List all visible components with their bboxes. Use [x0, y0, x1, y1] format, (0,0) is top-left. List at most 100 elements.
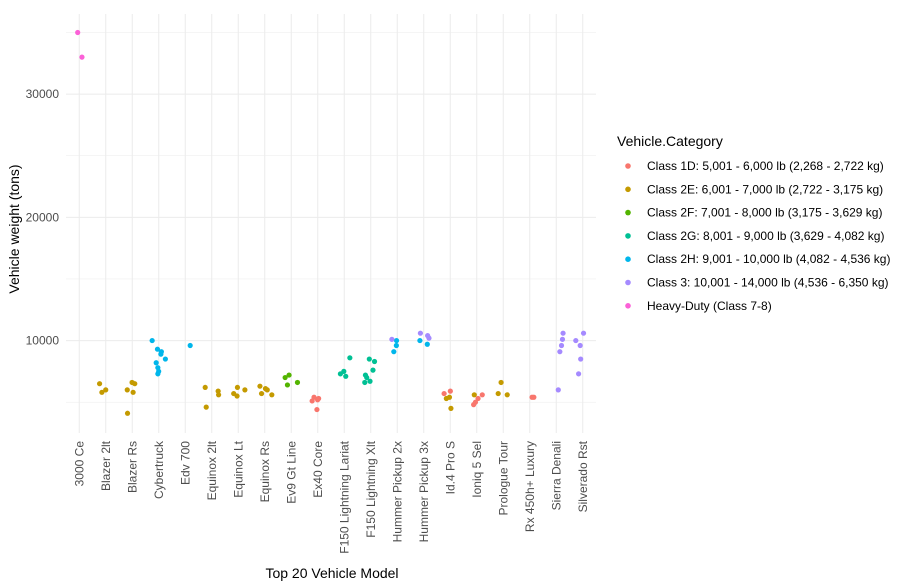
x-tick-label: Ex40 Core: [311, 441, 325, 498]
data-point: [393, 337, 400, 344]
data-point: [286, 372, 292, 378]
x-tick-label: Rx 450h+ Luxury: [523, 441, 537, 532]
legend: Vehicle.Category Class 1D: 5,001 - 6,000…: [617, 133, 890, 313]
y-tick-label: 10000: [26, 334, 60, 348]
legend-label: Class 2G: 8,001 - 9,000 lb (3,629 - 4,08…: [647, 229, 884, 243]
data-point: [187, 342, 193, 349]
x-tick-label: Prologue Tour: [496, 441, 510, 516]
data-point: [257, 383, 263, 389]
legend-key: [625, 303, 631, 309]
data-point: [314, 406, 320, 413]
data-point: [264, 387, 270, 393]
data-point: [417, 330, 424, 336]
x-axis-title: Top 20 Vehicle Model: [265, 565, 398, 581]
x-tick-label: Hummer Pickup 3x: [417, 441, 431, 542]
legend-label: Class 2E: 6,001 - 7,000 lb (2,722 - 3,17…: [647, 182, 883, 196]
x-tick-label: Id.4 Pro S: [443, 441, 457, 494]
data-point: [202, 384, 208, 391]
x-tick-label: Cybertruck: [152, 440, 166, 499]
data-point: [367, 378, 373, 384]
data-point: [580, 330, 587, 336]
data-point: [578, 356, 584, 362]
data-point: [124, 410, 131, 416]
data-point: [347, 355, 353, 361]
data-point: [426, 335, 432, 341]
data-point: [441, 390, 447, 397]
legend-key: [625, 209, 631, 216]
data-point: [555, 387, 561, 393]
data-point: [370, 367, 376, 373]
data-point: [424, 341, 430, 347]
data-point: [443, 395, 449, 402]
data-point: [559, 336, 566, 342]
y-tick-label: 30000: [26, 87, 60, 101]
data-point: [158, 351, 164, 357]
data-point: [498, 379, 504, 386]
data-point: [343, 373, 349, 379]
data-point: [475, 395, 481, 402]
data-point: [282, 374, 288, 381]
data-point: [573, 337, 579, 344]
data-point: [447, 388, 453, 394]
data-point: [337, 371, 344, 377]
x-tick-label: Silverado Rst: [576, 440, 590, 512]
x-tick-label: Ev9 Gt Line: [284, 441, 298, 504]
y-tick-label: 20000: [26, 210, 60, 224]
legend-label: Class 3: 10,001 - 14,000 lb (4,536 - 6,3…: [647, 276, 888, 290]
x-tick-label: Blazer 2lt: [99, 440, 113, 491]
legend-label: Class 1D: 5,001 - 6,000 lb (2,268 - 2,72…: [647, 159, 884, 173]
legend-title: Vehicle.Category: [617, 133, 723, 149]
x-tick-label: F150 Lightning Xlt: [364, 440, 378, 537]
data-point: [362, 379, 368, 386]
data-point: [577, 342, 583, 349]
y-axis-title: Vehicle weight (tons): [6, 164, 22, 293]
data-point: [75, 29, 81, 36]
legend-label: Heavy-Duty (Class 7-8): [647, 299, 772, 313]
data-point: [130, 389, 136, 395]
data-point: [103, 387, 109, 393]
data-point: [504, 392, 510, 398]
x-tick-label: Blazer Rs: [125, 441, 139, 493]
x-tick-label: 3000 Ce: [72, 441, 86, 487]
data-point: [479, 392, 485, 398]
data-point: [215, 392, 222, 398]
data-point: [560, 330, 566, 336]
data-point: [242, 387, 248, 393]
grid-layer: [66, 14, 596, 433]
x-tick-label: Equinox Lt: [231, 440, 245, 497]
data-point: [155, 371, 161, 377]
data-point: [417, 337, 423, 344]
legend-key: [625, 186, 631, 193]
data-point: [495, 390, 501, 397]
data-point: [389, 336, 395, 342]
x-tick-label: Ioniq 5 Sel: [470, 441, 484, 498]
data-point: [471, 402, 477, 408]
data-point: [391, 349, 397, 355]
data-point: [96, 381, 103, 387]
data-point: [258, 390, 265, 397]
data-point: [471, 392, 477, 398]
legend-label: Class 2H: 9,001 - 10,000 lb (4,082 - 4,5…: [647, 252, 890, 266]
x-tick-label: Equinox 2lt: [205, 440, 219, 500]
data-point: [316, 395, 322, 402]
data-point: [294, 379, 301, 386]
data-point: [575, 371, 582, 377]
data-point: [557, 349, 563, 355]
data-point: [162, 356, 168, 362]
points-layer: [75, 29, 587, 416]
data-point: [371, 358, 378, 365]
data-point: [154, 346, 161, 352]
data-point: [284, 382, 291, 388]
legend-key: [625, 256, 631, 263]
data-point: [234, 384, 241, 391]
legend-key: [625, 163, 631, 169]
x-tick-label: Edv 700: [178, 441, 192, 485]
x-tick-label: Sierra Denali: [549, 441, 563, 510]
data-point: [366, 356, 372, 362]
data-point: [529, 394, 535, 400]
legend-key: [625, 279, 631, 286]
data-point: [364, 374, 370, 381]
data-point: [203, 404, 209, 410]
data-point: [234, 393, 240, 399]
